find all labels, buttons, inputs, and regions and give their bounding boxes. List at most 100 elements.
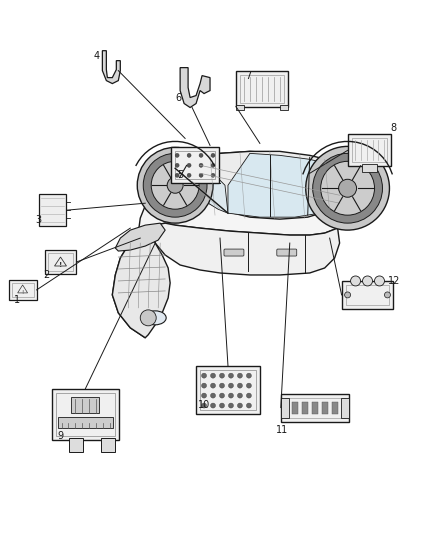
Circle shape bbox=[167, 177, 183, 193]
Circle shape bbox=[247, 383, 251, 388]
Circle shape bbox=[201, 403, 207, 408]
FancyBboxPatch shape bbox=[348, 134, 392, 166]
Text: 4: 4 bbox=[93, 51, 99, 61]
Circle shape bbox=[175, 163, 179, 167]
Circle shape bbox=[374, 276, 385, 286]
Circle shape bbox=[229, 383, 233, 388]
Text: !: ! bbox=[59, 262, 62, 268]
FancyBboxPatch shape bbox=[361, 164, 378, 172]
Polygon shape bbox=[112, 228, 170, 338]
Polygon shape bbox=[112, 151, 371, 338]
Circle shape bbox=[199, 173, 203, 177]
Circle shape bbox=[143, 154, 207, 217]
Circle shape bbox=[199, 154, 203, 157]
Circle shape bbox=[219, 393, 225, 398]
Text: 9: 9 bbox=[57, 431, 64, 441]
Circle shape bbox=[219, 383, 225, 388]
FancyBboxPatch shape bbox=[39, 194, 67, 226]
Text: 12: 12 bbox=[388, 276, 401, 286]
FancyBboxPatch shape bbox=[9, 280, 37, 300]
FancyBboxPatch shape bbox=[171, 148, 219, 183]
FancyBboxPatch shape bbox=[277, 249, 297, 256]
FancyBboxPatch shape bbox=[236, 104, 244, 110]
FancyBboxPatch shape bbox=[236, 71, 288, 107]
Polygon shape bbox=[180, 68, 210, 108]
Circle shape bbox=[229, 393, 233, 398]
Circle shape bbox=[363, 276, 372, 286]
FancyBboxPatch shape bbox=[224, 249, 244, 256]
Circle shape bbox=[211, 393, 215, 398]
Circle shape bbox=[345, 292, 350, 298]
Circle shape bbox=[229, 373, 233, 378]
Circle shape bbox=[247, 373, 251, 378]
Polygon shape bbox=[148, 223, 339, 275]
Text: 3: 3 bbox=[35, 215, 42, 225]
Circle shape bbox=[350, 276, 360, 286]
Circle shape bbox=[321, 161, 374, 215]
Circle shape bbox=[306, 147, 389, 230]
Circle shape bbox=[211, 163, 215, 167]
Circle shape bbox=[187, 173, 191, 177]
FancyBboxPatch shape bbox=[52, 389, 119, 440]
Text: 11: 11 bbox=[276, 425, 288, 435]
FancyBboxPatch shape bbox=[101, 439, 115, 453]
FancyBboxPatch shape bbox=[341, 398, 349, 417]
Polygon shape bbox=[228, 154, 348, 217]
Circle shape bbox=[201, 383, 207, 388]
Circle shape bbox=[137, 148, 213, 223]
Text: 8: 8 bbox=[390, 124, 396, 133]
Text: 1: 1 bbox=[14, 295, 20, 305]
Circle shape bbox=[219, 403, 225, 408]
FancyBboxPatch shape bbox=[45, 250, 77, 274]
Circle shape bbox=[247, 403, 251, 408]
Text: 6: 6 bbox=[175, 93, 181, 102]
FancyBboxPatch shape bbox=[312, 401, 318, 414]
Text: 2: 2 bbox=[43, 270, 49, 280]
FancyBboxPatch shape bbox=[196, 366, 260, 414]
Circle shape bbox=[247, 393, 251, 398]
FancyBboxPatch shape bbox=[302, 401, 308, 414]
Circle shape bbox=[211, 154, 215, 157]
Circle shape bbox=[175, 154, 179, 157]
FancyBboxPatch shape bbox=[292, 401, 298, 414]
Text: !: ! bbox=[21, 290, 24, 295]
Circle shape bbox=[201, 373, 207, 378]
Polygon shape bbox=[102, 51, 120, 84]
Circle shape bbox=[211, 383, 215, 388]
Circle shape bbox=[187, 154, 191, 157]
Circle shape bbox=[237, 373, 242, 378]
Circle shape bbox=[211, 173, 215, 177]
Circle shape bbox=[219, 373, 225, 378]
Circle shape bbox=[199, 163, 203, 167]
FancyBboxPatch shape bbox=[321, 401, 328, 414]
Ellipse shape bbox=[144, 311, 166, 325]
Text: 10: 10 bbox=[198, 400, 210, 409]
Polygon shape bbox=[175, 161, 228, 213]
Text: 5: 5 bbox=[177, 170, 183, 180]
FancyBboxPatch shape bbox=[281, 398, 289, 417]
FancyBboxPatch shape bbox=[342, 281, 393, 309]
Circle shape bbox=[151, 161, 199, 209]
Circle shape bbox=[313, 154, 382, 223]
FancyBboxPatch shape bbox=[57, 416, 113, 429]
Circle shape bbox=[237, 403, 242, 408]
FancyBboxPatch shape bbox=[71, 397, 99, 413]
Circle shape bbox=[175, 173, 179, 177]
Circle shape bbox=[211, 403, 215, 408]
Text: 7: 7 bbox=[245, 70, 251, 80]
Circle shape bbox=[237, 393, 242, 398]
Circle shape bbox=[339, 179, 357, 197]
FancyBboxPatch shape bbox=[332, 401, 338, 414]
Circle shape bbox=[140, 310, 156, 326]
Circle shape bbox=[237, 383, 242, 388]
Circle shape bbox=[229, 403, 233, 408]
Polygon shape bbox=[115, 223, 165, 251]
FancyBboxPatch shape bbox=[281, 393, 349, 422]
Circle shape bbox=[187, 163, 191, 167]
FancyBboxPatch shape bbox=[280, 104, 288, 110]
Polygon shape bbox=[175, 151, 350, 219]
Circle shape bbox=[211, 373, 215, 378]
Circle shape bbox=[201, 393, 207, 398]
FancyBboxPatch shape bbox=[70, 439, 83, 453]
Circle shape bbox=[385, 292, 390, 298]
